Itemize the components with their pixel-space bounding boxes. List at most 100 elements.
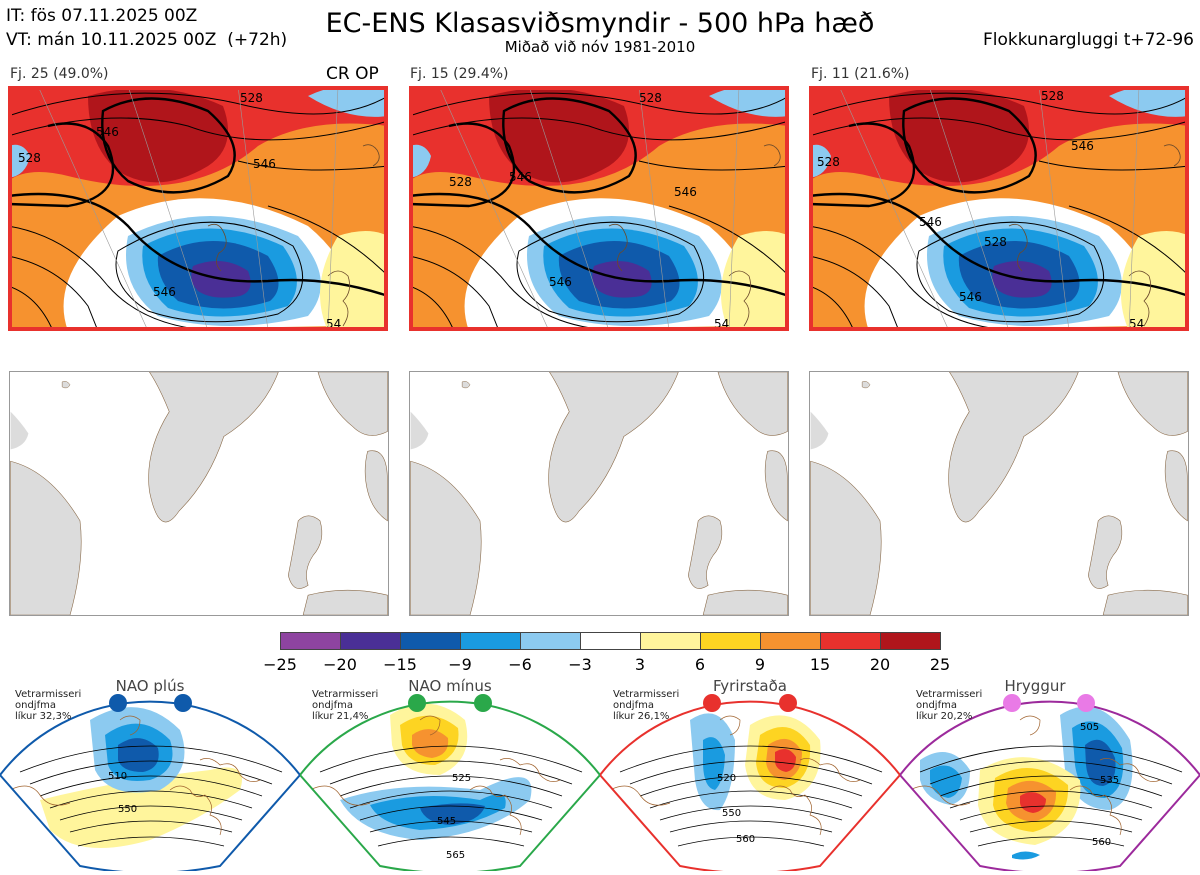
contour-label: 528 [18, 151, 41, 165]
colorbar-swatch-9 [760, 632, 821, 650]
cluster-3-map: 528 528 546 546 528 546 54 [809, 86, 1189, 331]
cluster-1-label: Fj. 25 (49.0%) [10, 66, 109, 82]
note-line: ondjfma [15, 700, 56, 711]
contour-label: 528 [817, 155, 840, 169]
regime-marker [1077, 694, 1095, 712]
regime-marker [779, 694, 797, 712]
colorbar-tick-label: −9 [448, 655, 472, 674]
colorbar-tick-label: −3 [568, 655, 592, 674]
regime-marker [474, 694, 492, 712]
regime-marker [109, 694, 127, 712]
contour-label: 565 [446, 850, 465, 861]
contour-label: 528 [984, 235, 1007, 249]
cluster-2-basemap [409, 371, 789, 616]
colorbar-swatch-3 [400, 632, 461, 650]
regime-map: 510 550 [0, 694, 301, 874]
regime-title: Hryggur [1004, 677, 1066, 695]
contour-label: 528 [639, 91, 662, 105]
cluster-2-label: Fj. 15 (29.4%) [410, 66, 509, 82]
colorbar-tick-label: −20 [323, 655, 357, 674]
cluster-1-tag: CR OP [326, 64, 379, 84]
colorbar-tick-label: 6 [694, 655, 706, 674]
note-line: ondjfma [613, 700, 654, 711]
regime-note: Vetrarmisseri ondjfma líkur 20,2% [916, 689, 982, 722]
note-line: ondjfma [312, 700, 353, 711]
cluster-3-label: Fj. 11 (21.6%) [811, 66, 910, 82]
contour-label: 535 [1100, 775, 1119, 786]
regime-marker [1003, 694, 1021, 712]
regime-marker [174, 694, 192, 712]
contour-label: 528 [1041, 89, 1064, 103]
colorbar-swatch-5 [520, 632, 581, 650]
regime-map: 525 545 565 [299, 694, 601, 874]
contour-label: 546 [919, 215, 942, 229]
cluster-3-basemap [809, 371, 1189, 616]
regime-title: NAO plús [115, 677, 185, 695]
regime-nao-minus: 525 545 565 [299, 675, 601, 874]
regime-note: Vetrarmisseri ondjfma líkur 32,3% [15, 689, 81, 722]
chart-title: EC-ENS Klasasviðsmyndir - 500 hPa hæð [325, 8, 875, 39]
regime-marker [703, 694, 721, 712]
colorbar-swatch-6 [580, 632, 641, 650]
regime-title: Fyrirstaða [713, 677, 787, 695]
contour-label: 546 [1071, 139, 1094, 153]
contour-label: 560 [736, 834, 755, 845]
contour-label: 550 [722, 808, 741, 819]
regime-marker [408, 694, 426, 712]
contour-label: 505 [1080, 722, 1099, 733]
contour-label: 510 [108, 771, 127, 782]
note-line: Vetrarmisseri [312, 689, 379, 700]
init-time: IT: fös 07.11.2025 00Z [6, 6, 198, 26]
contour-label: 546 [549, 275, 572, 289]
map-outline [410, 371, 788, 616]
regime-ridge: 505 535 560 [899, 675, 1200, 874]
regime-map: 505 535 560 [899, 694, 1200, 874]
colorbar-swatch-2 [340, 632, 401, 650]
contour-label: 550 [118, 804, 137, 815]
regime-title: NAO mínus [408, 677, 492, 695]
contour-label: 545 [437, 816, 456, 827]
note-line: Vetrarmisseri [613, 689, 680, 700]
colorbar-swatch-4 [460, 632, 521, 650]
contour-label: 528 [240, 91, 263, 105]
header-times: IT: fös 07.11.2025 00Z VT: mán 10.11.202… [6, 4, 287, 52]
colorbar-swatch-11 [880, 632, 941, 650]
colorbar-tick-label: 20 [869, 655, 891, 674]
regime-map: 520 550 560 [599, 694, 901, 874]
contour-label: 54 [326, 317, 341, 331]
colorbar-tick-label: 15 [809, 655, 831, 674]
contour-label: 525 [452, 773, 471, 784]
cluster-1-anomaly-field: 528 546 546 528 546 54 [8, 86, 388, 331]
colorbar-tick-label: 3 [634, 655, 646, 674]
cluster-2-map: 528 528 546 546 546 54 [409, 86, 789, 331]
cluster-1-basemap [9, 371, 389, 616]
contour-label: 546 [253, 157, 276, 171]
map-outline [810, 371, 1188, 616]
note-line: líkur 32,3% [15, 711, 72, 722]
valid-time: VT: mán 10.11.2025 00Z (+72h) [6, 30, 288, 50]
note-line: Vetrarmisseri [916, 689, 983, 700]
chart-subtitle: Miðað við nóv 1981-2010 [504, 38, 696, 56]
map-outline [10, 371, 388, 616]
colorbar-tick-label: 25 [929, 655, 951, 674]
cluster-3-anomaly-field: 528 528 546 546 528 546 54 [809, 86, 1189, 331]
note-line: líkur 26,1% [613, 711, 670, 722]
colorbar-swatch-10 [820, 632, 881, 650]
colorbar-swatch-1 [280, 632, 341, 650]
contour-label: 54 [1129, 317, 1144, 331]
colorbar-tick-label: −6 [508, 655, 532, 674]
contour-label: 546 [96, 125, 119, 139]
contour-label: 546 [153, 285, 176, 299]
contour-label: 560 [1092, 837, 1111, 848]
contour-label: 546 [959, 290, 982, 304]
regime-nao-plus: 510 550 [0, 675, 301, 874]
regime-blocking: 520 550 560 [599, 675, 901, 874]
note-line: Vetrarmisseri [15, 689, 82, 700]
colorbar-swatch-7 [640, 632, 701, 650]
contour-label: 546 [674, 185, 697, 199]
contour-label: 54 [714, 317, 729, 331]
note-line: líkur 20,2% [916, 711, 973, 722]
colorbar-tick-label: −25 [263, 655, 297, 674]
colorbar-swatch-8 [700, 632, 761, 650]
note-line: líkur 21,4% [312, 711, 369, 722]
